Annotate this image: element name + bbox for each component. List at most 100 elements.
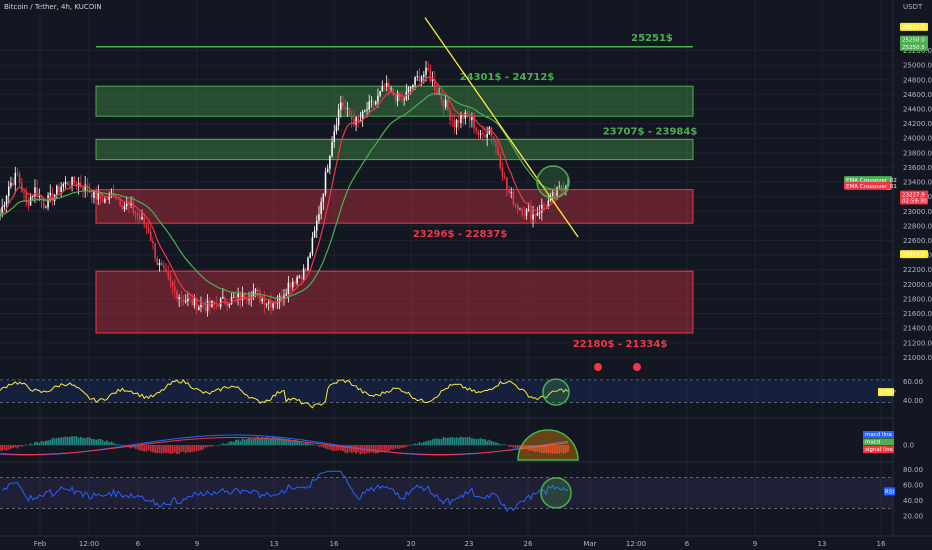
macd-bar [355,445,357,454]
macd-bar [235,439,237,446]
macd-bar [497,442,499,446]
candle-body [385,83,388,87]
candle-body [425,67,427,75]
macd-bar [53,438,56,446]
macd-bar [344,445,347,453]
macd-bar [206,445,209,448]
macd-bar [396,445,399,449]
macd-bar [296,440,298,446]
macd-bar [204,445,207,448]
macd-bar [270,437,272,446]
time-axis[interactable]: Feb 12:00 6 9 13 16 20 23 26 Mar 12:00 6 9 13 16 [0,535,932,548]
macd-bar [532,445,534,451]
candle-body [90,192,93,198]
candle-body [427,67,429,71]
macd-bar [117,444,119,446]
candle-body [318,213,320,221]
macd-bar [254,438,257,446]
candle-body [38,195,41,197]
candle-body [88,191,91,193]
candle-body [514,204,517,206]
candle-body [143,217,145,225]
candle-body [313,230,316,238]
macd-bar [119,444,122,446]
candle-body [464,112,467,119]
price-tick-label: 21200.00 [903,339,932,347]
macd-bar [152,445,154,453]
price-axis[interactable]: 21000.00 21200.00 21400.00 21600.00 21800.00… [892,0,932,536]
candle-body [163,265,165,268]
candle-body [204,306,207,312]
candle-body [1,206,3,216]
highlight-circle [536,165,570,199]
support-resistance-zones: 24301$ - 24712$ 23707$ - 23984$ 23296$ - 2… [95,72,697,350]
macd-bar [280,438,283,446]
macd-bar [121,445,124,446]
candle-body [93,189,95,198]
candle-body [471,116,473,121]
candle-body [248,298,250,300]
candle-body [97,193,100,200]
macd-bar [136,445,139,450]
candle-body [412,84,414,88]
candle-body [361,111,364,120]
candle-body [82,186,84,191]
macd-bar [178,445,181,454]
candle-body [366,109,368,111]
macd-bar [484,439,486,446]
candle-body [364,110,366,112]
candle-body [132,202,135,213]
macd-bar [501,444,504,446]
candle-body [482,133,484,135]
chop-tick-label: 60.00 [903,378,923,386]
candle-body [112,193,115,198]
macd-bar [267,437,270,446]
macd-bar [1,445,4,451]
macd-legend-label: signal line [865,447,894,453]
macd-bar [379,445,381,453]
candle-body [101,198,104,203]
candle-body [121,206,124,210]
macd-bar [230,441,233,446]
zone-label: 23296$ - 22837$ [413,229,508,240]
candle-body [394,95,397,102]
macd-bar [453,437,456,446]
candle-body [418,76,421,82]
price-tick-label: 24600.00 [903,91,932,99]
candle-body [10,182,12,187]
macd-bar [217,445,220,447]
candle-body [488,127,491,134]
macd-bar [451,436,454,446]
candle-body [152,240,154,244]
macd-bar [123,444,126,446]
price-tag [900,196,928,205]
macd-bar [534,445,537,453]
macd-bar [79,436,82,446]
macd-bar [562,445,565,454]
candle-body [128,203,130,205]
macd-bar [560,445,563,453]
macd-bar [189,445,191,453]
candle-body [289,282,292,288]
macd-bar [224,443,226,446]
macd-bar [519,445,521,449]
price-tag-label: 25250.5 [902,45,925,51]
macd-bar [143,445,146,452]
macd-bar [551,445,554,454]
zone-label: 24301$ - 24712$ [460,72,555,83]
candle-body [455,119,458,128]
candle-body [527,208,530,210]
macd-bar [265,437,268,446]
candle-body [460,115,462,124]
candle-body [169,276,172,282]
candle-body [468,116,471,121]
macd-bar [108,442,111,446]
macd-bar [263,437,266,446]
macd-bar [516,445,519,449]
candle-body [139,215,141,220]
candle-body [547,200,550,208]
macd-bar [446,437,449,446]
macd-bar [138,445,141,451]
candle-body [381,85,384,92]
